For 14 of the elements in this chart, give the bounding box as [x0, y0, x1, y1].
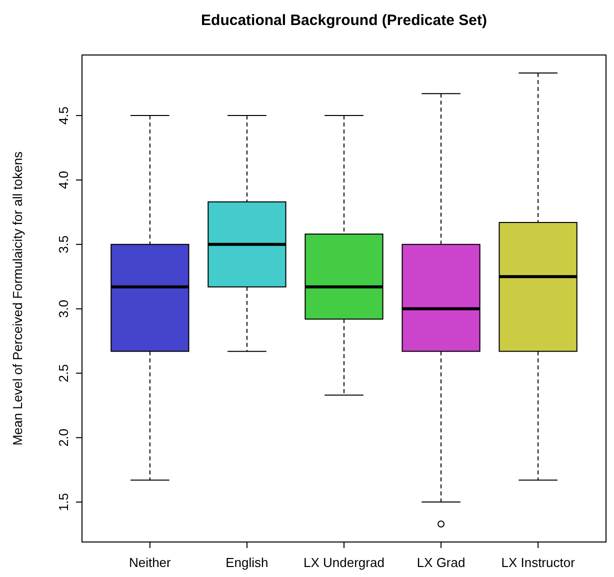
- y-tick-label: 2.0: [56, 428, 71, 447]
- x-tick-label: Neither: [128, 555, 172, 570]
- y-tick-label: 1.5: [56, 493, 71, 512]
- y-tick-label: 4.5: [56, 106, 71, 125]
- x-tick-label: LX Grad: [416, 555, 466, 570]
- y-axis-title: Mean Level of Perceived Formulaicity for all tokens: [10, 150, 25, 446]
- y-tick-label: 4.0: [56, 170, 71, 190]
- y-tick-label: 3.5: [56, 235, 71, 254]
- x-tick-label: LX Instructor: [501, 555, 576, 570]
- x-tick-label: LX Undergrad: [304, 555, 384, 570]
- y-tick-label: 2.5: [56, 364, 71, 382]
- y-tick-label: 3.0: [56, 300, 71, 318]
- x-tick-label: English: [226, 555, 268, 570]
- chart-title: Educational Background (Predicate Set): [201, 12, 487, 29]
